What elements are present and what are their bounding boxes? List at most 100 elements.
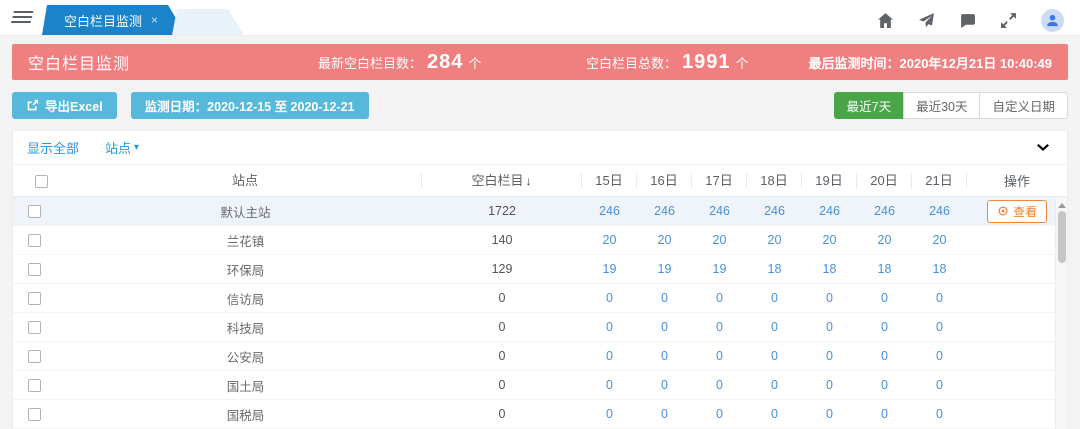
day-count-value[interactable]: 0	[881, 320, 888, 334]
day-count-value[interactable]: 0	[771, 320, 778, 334]
select-all-checkbox[interactable]	[34, 175, 48, 189]
day-count-value[interactable]: 0	[771, 378, 778, 392]
day-count-value[interactable]: 0	[881, 291, 888, 305]
paper-plane-icon[interactable]	[918, 12, 935, 29]
day-count-value[interactable]: 20	[767, 233, 782, 247]
row-checkbox[interactable]	[28, 292, 41, 306]
collapse-chevron-icon[interactable]	[1035, 140, 1051, 156]
day-count-value[interactable]: 0	[826, 349, 833, 363]
day-count-value[interactable]: 246	[929, 204, 950, 218]
row-checkbox[interactable]	[28, 321, 41, 335]
day-count-value[interactable]: 0	[881, 378, 888, 392]
day-count-value[interactable]: 19	[602, 262, 617, 276]
day-count-value[interactable]: 0	[771, 349, 778, 363]
row-checkbox[interactable]	[28, 350, 41, 364]
day-count-value[interactable]: 19	[712, 262, 727, 276]
vertical-scrollbar[interactable]	[1055, 197, 1067, 429]
export-label: 导出Excel	[45, 100, 103, 114]
day-column-header: 17日	[692, 172, 747, 189]
blank-count-value: 140	[491, 233, 513, 247]
day-count-value[interactable]: 20	[932, 233, 947, 247]
day-count-value[interactable]: 20	[822, 233, 837, 247]
table-row: 兰花镇 140 20 20 20 20 20 20 20	[13, 226, 1067, 255]
day-count-value[interactable]: 20	[877, 233, 892, 247]
scroll-up-arrow-icon[interactable]	[1057, 199, 1066, 208]
day-count-value[interactable]: 20	[657, 233, 672, 247]
row-checkbox-cell	[13, 320, 69, 335]
day-count-value[interactable]: 19	[657, 262, 672, 276]
day-count-value[interactable]: 0	[936, 291, 943, 305]
table-row: 国土局 0 0 0 0 0 0 0 0	[13, 371, 1067, 400]
day-count-value[interactable]: 0	[661, 291, 668, 305]
day-count-value[interactable]: 0	[716, 320, 723, 334]
day-count-value[interactable]: 0	[881, 407, 888, 421]
tab-close-icon[interactable]: ×	[151, 13, 159, 27]
day-count-value[interactable]: 0	[716, 378, 723, 392]
day-count-value[interactable]: 246	[709, 204, 730, 218]
day-count-value[interactable]: 0	[661, 378, 668, 392]
monitor-date-range-button[interactable]: 监测日期：2020-12-15 至 2020-12-21	[130, 92, 369, 119]
total-blank-count-stat: 空白栏目总数： 1991 个	[586, 51, 749, 74]
day-count-value[interactable]: 18	[877, 262, 892, 276]
table-row: 国税局 0 0 0 0 0 0 0 0	[13, 400, 1067, 429]
day-count-value[interactable]: 0	[881, 349, 888, 363]
row-checkbox[interactable]	[28, 379, 41, 393]
row-checkbox[interactable]	[28, 263, 41, 277]
day-count-value[interactable]: 20	[602, 233, 617, 247]
custom-date-button[interactable]: 自定义日期	[979, 92, 1068, 119]
sidebar-toggle-icon[interactable]	[10, 11, 34, 25]
day-count-value[interactable]: 0	[606, 291, 613, 305]
day-count-value[interactable]: 0	[826, 407, 833, 421]
day-count-value[interactable]: 0	[661, 320, 668, 334]
day-count-value[interactable]: 18	[822, 262, 837, 276]
day-column-header: 18日	[747, 172, 802, 189]
day-count-value[interactable]: 18	[767, 262, 782, 276]
row-checkbox[interactable]	[28, 205, 41, 219]
site-name: 国税局	[226, 408, 265, 423]
day-count-value[interactable]: 0	[771, 407, 778, 421]
day-count-value[interactable]: 246	[654, 204, 675, 218]
tab-blank-column-monitor[interactable]: 空白栏目监测 ×	[42, 5, 186, 35]
day-count-value[interactable]: 246	[874, 204, 895, 218]
day-count-value[interactable]: 0	[606, 407, 613, 421]
latest-value: 284	[427, 50, 464, 73]
day-count-value[interactable]: 0	[826, 291, 833, 305]
scrollbar-thumb[interactable]	[1057, 211, 1066, 263]
day-count-value[interactable]: 0	[826, 378, 833, 392]
user-avatar-icon[interactable]	[1041, 9, 1064, 32]
day-count-value[interactable]: 246	[764, 204, 785, 218]
day-count-value[interactable]: 20	[712, 233, 727, 247]
last-7-days-button[interactable]: 最近7天	[833, 92, 905, 119]
home-icon[interactable]	[877, 12, 894, 29]
export-excel-button[interactable]: 导出Excel	[12, 92, 117, 119]
day-count-value[interactable]: 0	[606, 378, 613, 392]
select-all-cell	[13, 173, 69, 189]
day-count-value[interactable]: 0	[716, 349, 723, 363]
day-count-value[interactable]: 0	[936, 378, 943, 392]
blank-count-column-header[interactable]: 空白栏目 ↓	[422, 172, 582, 189]
last-30-days-button[interactable]: 最近30天	[903, 92, 981, 119]
day-count-value[interactable]: 0	[826, 320, 833, 334]
day-column-header: 19日	[802, 172, 857, 189]
day-count-value[interactable]: 246	[819, 204, 840, 218]
day-count-value[interactable]: 0	[936, 349, 943, 363]
day-count-value[interactable]: 0	[716, 291, 723, 305]
row-checkbox[interactable]	[28, 408, 41, 422]
day-count-value[interactable]: 0	[661, 407, 668, 421]
day-count-value[interactable]: 246	[599, 204, 620, 218]
day-count-value[interactable]: 0	[606, 320, 613, 334]
day-count-value[interactable]: 18	[932, 262, 947, 276]
day-count-value[interactable]: 0	[936, 320, 943, 334]
day-count-value[interactable]: 0	[771, 291, 778, 305]
day-count-value[interactable]: 0	[661, 349, 668, 363]
day-count-value[interactable]: 0	[716, 407, 723, 421]
fullscreen-icon[interactable]	[1000, 12, 1017, 29]
row-checkbox[interactable]	[28, 234, 41, 248]
action-cell: 查看	[967, 199, 1067, 223]
chat-icon[interactable]	[959, 12, 976, 29]
day-count-value[interactable]: 0	[606, 349, 613, 363]
day-count-value[interactable]: 0	[936, 407, 943, 421]
show-all-link[interactable]: 显示全部	[27, 141, 80, 156]
view-button[interactable]: 查看	[986, 199, 1047, 223]
site-dropdown[interactable]: 站点 ▾	[105, 138, 139, 157]
